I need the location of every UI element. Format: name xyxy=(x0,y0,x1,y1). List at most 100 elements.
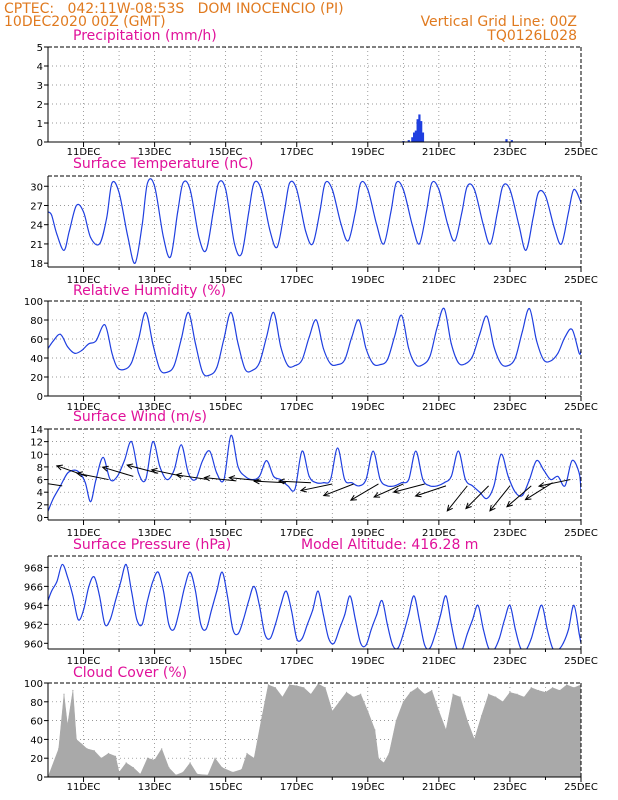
series-point xyxy=(177,211,179,213)
x-tick-label: 23DEC xyxy=(493,402,527,413)
cloud-cover-point xyxy=(221,767,223,769)
cloud-cover-point xyxy=(374,729,376,731)
y-tick-label: 20 xyxy=(30,754,43,765)
series-point xyxy=(95,340,97,342)
series-point xyxy=(67,576,69,578)
series-point xyxy=(328,638,330,640)
series-point xyxy=(436,485,438,487)
series-point xyxy=(296,188,298,190)
series-point xyxy=(74,469,76,471)
series-point xyxy=(324,182,326,184)
series-point xyxy=(422,479,424,481)
series-point xyxy=(573,188,575,190)
series-point xyxy=(258,604,260,606)
cloud-cover-point xyxy=(132,767,134,769)
series-point xyxy=(351,336,353,338)
series-line xyxy=(48,563,581,649)
cloud-cover-point xyxy=(260,720,262,722)
wind-vector xyxy=(76,472,109,481)
series-point xyxy=(182,182,184,184)
wind-vector xyxy=(393,483,425,493)
wind-vector-head xyxy=(299,486,307,493)
series-point xyxy=(443,482,445,484)
y-tick-label: 27 xyxy=(30,201,43,212)
y-tick-label: 8 xyxy=(37,463,43,474)
series-point xyxy=(83,211,85,213)
series-point xyxy=(138,472,140,474)
series-point xyxy=(541,604,543,606)
x-tick-label: 19DEC xyxy=(351,656,385,667)
y-tick-label: 2 xyxy=(37,501,43,512)
series-point xyxy=(90,237,92,239)
series-point xyxy=(379,364,381,366)
series-point xyxy=(312,243,314,245)
wind-vector-head xyxy=(489,504,496,512)
series-line xyxy=(48,307,581,377)
series-point xyxy=(392,644,394,646)
series-point xyxy=(440,614,442,616)
series-point xyxy=(189,188,191,190)
cloud-cover-point xyxy=(324,687,326,689)
series-point xyxy=(465,479,467,481)
cloud-cover-point xyxy=(63,693,65,695)
wind-vector xyxy=(102,466,134,477)
series-point xyxy=(104,324,106,326)
series-point xyxy=(146,600,148,602)
cloud-cover-area xyxy=(48,683,581,777)
series-point xyxy=(83,609,85,611)
y-tick-label: 4 xyxy=(37,488,43,499)
series-group xyxy=(48,683,581,777)
series-point xyxy=(127,237,129,239)
series-point xyxy=(294,488,296,490)
precip-bar xyxy=(412,132,416,142)
series-point xyxy=(152,581,154,583)
cloud-cover-point xyxy=(81,743,83,745)
series-point xyxy=(237,633,239,635)
series-point xyxy=(180,444,182,446)
series-point xyxy=(168,623,170,625)
series-point xyxy=(415,450,417,452)
series-point xyxy=(434,633,436,635)
y-tick-label: 20 xyxy=(30,373,43,384)
series-point xyxy=(244,368,246,370)
wind-vector-head xyxy=(55,464,63,471)
cloud-cover-point xyxy=(530,687,532,689)
series-point xyxy=(234,243,236,245)
series-point xyxy=(218,182,220,184)
series-group xyxy=(402,114,513,142)
series-point xyxy=(568,211,570,213)
x-tick-label: 17DEC xyxy=(280,275,314,286)
series-point xyxy=(77,619,79,621)
series-point xyxy=(562,642,564,644)
cloud-cover-point xyxy=(114,755,117,757)
series-point xyxy=(514,491,516,493)
series-point xyxy=(159,368,161,370)
series-point xyxy=(543,469,545,471)
series-point xyxy=(273,475,275,477)
series-point xyxy=(322,614,324,616)
cloud-cover-point xyxy=(409,691,412,694)
series-point xyxy=(67,346,69,348)
wind-vector-head xyxy=(252,478,260,485)
series-point xyxy=(223,338,225,340)
series-point xyxy=(294,365,296,367)
series-point xyxy=(251,369,253,371)
cloud-cover-point xyxy=(107,752,110,755)
series-point xyxy=(266,336,268,338)
series-point xyxy=(152,343,154,345)
series-point xyxy=(88,343,90,345)
cloud-cover-point xyxy=(573,687,575,689)
cloud-cover-point xyxy=(473,738,475,741)
series-point xyxy=(189,571,191,573)
cloud-cover-point xyxy=(516,693,518,695)
wind-vector-head xyxy=(465,502,472,510)
series-line xyxy=(48,178,581,264)
precip-bar xyxy=(414,130,417,142)
series-point xyxy=(106,217,108,219)
series-point xyxy=(489,243,491,245)
precip-bar xyxy=(416,119,419,142)
wind-vector-head xyxy=(175,472,183,479)
precip-bar xyxy=(418,114,421,142)
series-point xyxy=(253,585,255,587)
series-point xyxy=(564,485,566,487)
